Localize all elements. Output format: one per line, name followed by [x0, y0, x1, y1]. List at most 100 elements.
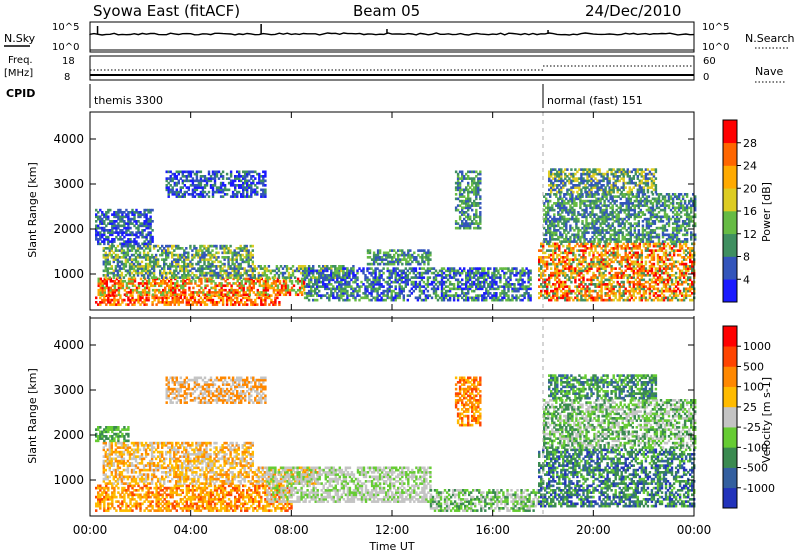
data-cell: [632, 294, 636, 297]
data-cell: [582, 256, 585, 259]
data-cell: [569, 217, 572, 221]
data-cell: [378, 287, 381, 291]
data-cell: [128, 256, 132, 259]
data-cell: [243, 269, 246, 273]
data-cell: [271, 269, 275, 273]
data-cell: [418, 276, 422, 279]
data-cell: [549, 199, 552, 203]
data-cell: [117, 282, 121, 285]
data-cell: [680, 269, 684, 273]
data-cell: [267, 269, 271, 273]
data-cell: [606, 251, 609, 255]
data-cell: [149, 226, 152, 230]
data-cell: [417, 249, 420, 252]
data-cell: [570, 247, 573, 250]
data-cell: [135, 211, 138, 214]
data-cell: [209, 274, 212, 277]
data-cell: [125, 293, 129, 297]
data-cell: [136, 256, 140, 259]
data-cell: [111, 293, 115, 297]
data-cell: [580, 256, 583, 259]
data-cell: [252, 279, 256, 283]
data-cell: [307, 298, 311, 302]
data-cell: [143, 303, 146, 306]
data-cell: [182, 284, 185, 288]
data-cell: [654, 287, 658, 291]
data-cell: [111, 222, 114, 225]
data-cell: [560, 251, 563, 255]
data-cell: [666, 276, 670, 279]
data-cell: [272, 303, 275, 306]
data-cell: [684, 242, 688, 246]
data-cell: [552, 244, 555, 248]
data-cell: [141, 294, 144, 297]
data-cell: [620, 294, 623, 297]
data-cell: [305, 296, 309, 300]
data-cell: [125, 215, 128, 219]
data-cell: [616, 298, 619, 302]
data-cell: [424, 298, 428, 302]
data-cell: [569, 211, 572, 214]
data-cell: [171, 262, 174, 266]
data-cell: [554, 298, 557, 302]
data-cell: [606, 285, 609, 288]
data-cell: [119, 211, 122, 214]
data-cell: [376, 283, 379, 286]
data-cell: [386, 289, 389, 293]
data-cell: [171, 296, 174, 300]
data-cell: [203, 303, 207, 306]
data-cell: [553, 231, 556, 234]
data-cell: [148, 260, 152, 264]
data-cell: [101, 220, 104, 223]
data-cell: [601, 220, 604, 223]
data-cell: [314, 278, 317, 282]
data-cell: [114, 258, 118, 261]
data-cell: [177, 303, 181, 306]
data-cell: [525, 271, 528, 275]
data-cell: [376, 278, 379, 282]
data-cell: [239, 258, 242, 261]
data-cell: [368, 292, 371, 295]
data-cell: [144, 247, 148, 250]
data-cell: [577, 193, 580, 196]
data-cell: [611, 233, 614, 237]
data-cell: [242, 288, 245, 292]
data-cell: [340, 267, 343, 270]
data-cell: [576, 242, 579, 246]
data-cell: [636, 274, 640, 277]
data-cell: [589, 238, 592, 241]
data-cell: [245, 244, 248, 248]
data-cell: [406, 298, 410, 302]
data-cell: [305, 267, 309, 270]
data-cell: [678, 242, 682, 246]
data-cell: [104, 247, 108, 250]
data-cell: [116, 271, 120, 275]
data-cell: [143, 242, 146, 246]
data-cell: [606, 298, 609, 302]
data-cell: [200, 282, 203, 285]
data-cell: [241, 274, 244, 277]
data-cell: [340, 292, 343, 295]
data-cell: [687, 289, 690, 293]
data-cell: [471, 289, 474, 293]
data-cell: [569, 226, 572, 230]
data-cell: [291, 265, 295, 268]
data-cell: [183, 258, 186, 261]
data-cell: [414, 276, 418, 279]
data-cell: [139, 215, 142, 219]
data-cell: [170, 293, 173, 297]
freq-label: Freq.: [8, 55, 33, 66]
data-cell: [138, 244, 142, 248]
data-cell: [237, 253, 240, 257]
data-cell: [540, 249, 543, 252]
data-cell: [493, 274, 496, 277]
data-cell: [199, 256, 202, 259]
data-cell: [193, 267, 196, 270]
data-cell: [463, 294, 466, 297]
data-cell: [221, 303, 225, 306]
data-cell: [612, 247, 615, 250]
data-cell: [404, 271, 408, 275]
data-cell: [251, 274, 255, 277]
data-cell: [582, 265, 585, 268]
data-cell: [127, 215, 130, 219]
